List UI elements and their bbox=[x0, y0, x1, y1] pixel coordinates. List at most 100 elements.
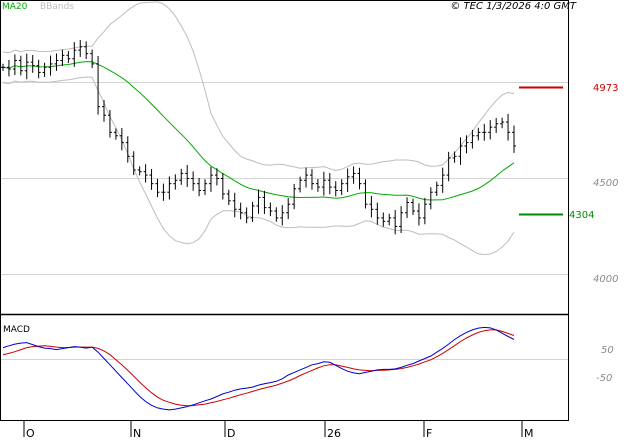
price-bar bbox=[179, 168, 184, 185]
price-bar bbox=[203, 179, 208, 195]
price-bar bbox=[476, 127, 481, 141]
price-bar bbox=[274, 207, 279, 222]
copyright-text: © TEC 1/3/2026 4:0 GMT bbox=[450, 1, 577, 12]
price-bar bbox=[232, 192, 237, 218]
price-bar bbox=[512, 125, 516, 153]
price-bar bbox=[155, 178, 160, 198]
price-bar bbox=[1, 63, 5, 71]
price-bar bbox=[119, 128, 124, 151]
price-bar bbox=[78, 40, 83, 57]
price-bar bbox=[113, 128, 118, 140]
chart-frame bbox=[0, 0, 569, 421]
price-bar bbox=[214, 168, 219, 186]
price-bar bbox=[405, 197, 410, 218]
price-bar bbox=[506, 113, 511, 141]
price-bar bbox=[102, 100, 107, 122]
price-bar bbox=[434, 181, 439, 196]
macd-panel-label: MACD bbox=[3, 325, 30, 335]
bbands-legend: BBands bbox=[40, 2, 74, 12]
bband-lower bbox=[2, 76, 515, 256]
price-bar bbox=[298, 176, 303, 193]
price-bar bbox=[268, 202, 273, 217]
price-bar bbox=[66, 51, 71, 64]
price-bar bbox=[363, 179, 368, 209]
price-bar bbox=[345, 168, 350, 192]
signal-line bbox=[2, 329, 515, 407]
price-bar bbox=[351, 166, 356, 184]
price-bar bbox=[357, 167, 362, 190]
price-bar bbox=[387, 213, 392, 226]
x-tick-label: N bbox=[133, 427, 141, 440]
bollinger-bands bbox=[2, 1, 515, 256]
price-bar bbox=[494, 118, 499, 133]
price-bar bbox=[6, 59, 11, 77]
price-bar bbox=[208, 166, 213, 192]
price-bar bbox=[42, 62, 47, 77]
macd-line bbox=[2, 326, 515, 411]
price-bar bbox=[143, 164, 148, 183]
price-bar bbox=[488, 120, 493, 140]
price-bar bbox=[30, 54, 35, 73]
x-tick-label: O bbox=[26, 427, 35, 440]
price-bar bbox=[452, 151, 457, 163]
price-bar bbox=[256, 189, 261, 214]
price-bar bbox=[197, 177, 202, 197]
price-bar bbox=[416, 203, 421, 226]
price-bar bbox=[470, 129, 475, 149]
price-bar bbox=[131, 151, 136, 176]
price-bar bbox=[500, 117, 505, 129]
price-bar bbox=[96, 55, 101, 115]
price-bar bbox=[304, 167, 309, 188]
price-bar bbox=[339, 179, 344, 196]
price-bar bbox=[185, 164, 190, 187]
price-bar bbox=[238, 202, 243, 220]
price-bar bbox=[410, 198, 415, 215]
macd-tick-label: 50 bbox=[601, 345, 614, 356]
price-bar bbox=[286, 197, 291, 220]
price-bar bbox=[12, 54, 17, 76]
price-bar bbox=[422, 197, 427, 225]
price-bar bbox=[464, 135, 469, 154]
price-bar bbox=[149, 168, 154, 190]
price-bar bbox=[161, 183, 166, 201]
price-bar bbox=[250, 201, 255, 222]
price-bar bbox=[90, 49, 95, 68]
price-bar bbox=[327, 173, 332, 195]
price-bar bbox=[60, 49, 65, 67]
macd-tick-label: -50 bbox=[596, 373, 612, 384]
price-bar bbox=[54, 53, 59, 71]
price-bar bbox=[72, 42, 77, 67]
price-bars bbox=[1, 40, 516, 235]
bband-upper bbox=[2, 1, 515, 172]
price-bar bbox=[381, 212, 386, 227]
price-bar bbox=[137, 166, 142, 176]
x-tick-label: D bbox=[227, 427, 235, 440]
price-bar bbox=[226, 189, 231, 205]
price-bar bbox=[48, 55, 53, 76]
price-bar bbox=[36, 59, 41, 79]
price-bar bbox=[167, 176, 172, 200]
price-bar bbox=[393, 209, 398, 235]
price-bar bbox=[24, 53, 29, 80]
price-bar bbox=[321, 171, 326, 196]
price-bar bbox=[18, 55, 23, 76]
price-bar bbox=[458, 137, 463, 165]
price-bar bbox=[309, 169, 314, 190]
price-bar bbox=[369, 196, 374, 218]
price-bar bbox=[428, 187, 433, 210]
price-bar bbox=[220, 172, 225, 200]
price-bar bbox=[375, 202, 380, 225]
price-bar bbox=[262, 190, 267, 215]
x-tick-label: M bbox=[524, 427, 534, 440]
price-bar bbox=[191, 171, 196, 191]
price-bar bbox=[173, 174, 178, 190]
price-bar bbox=[440, 167, 445, 193]
macd-lines bbox=[2, 326, 515, 411]
y-tick-label: 4000 bbox=[593, 274, 618, 285]
price-bar bbox=[84, 41, 89, 60]
x-tick-label: F bbox=[426, 427, 432, 440]
price-bar bbox=[315, 178, 320, 192]
ma20-legend: MA20 bbox=[2, 2, 28, 12]
price-bar bbox=[446, 151, 451, 182]
support-label: 4304 bbox=[569, 210, 594, 221]
